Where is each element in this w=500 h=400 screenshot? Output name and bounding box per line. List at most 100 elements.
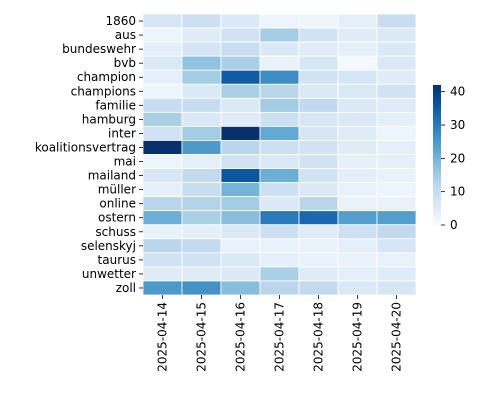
heatmap-cell	[298, 210, 339, 226]
heatmap-cell	[259, 83, 300, 99]
heatmap-cells	[142, 13, 417, 296]
heatmap-cell	[181, 238, 222, 254]
heatmap-cell	[142, 41, 183, 57]
heatmap-cell	[181, 266, 222, 282]
heatmap-cell	[259, 210, 300, 226]
heatmap-cell	[337, 196, 378, 212]
heatmap-cell	[376, 224, 417, 240]
heatmap-cell	[337, 111, 378, 127]
heatmap-cell	[220, 69, 261, 85]
heatmap-cell	[337, 13, 378, 29]
heatmap-cell	[298, 266, 339, 282]
heatmap-cell	[376, 140, 417, 155]
heatmap-cell	[181, 97, 222, 113]
y-tick-label: inter	[108, 126, 136, 140]
heatmap-cell	[142, 210, 183, 226]
heatmap-cell	[142, 238, 183, 254]
y-tick-label: bvb	[114, 56, 136, 70]
heatmap-cell	[298, 126, 339, 141]
x-tick-label: 2025-04-20	[390, 302, 404, 372]
y-tick-label: aus	[115, 28, 136, 42]
heatmap-cell	[337, 27, 378, 43]
heatmap-cell	[181, 196, 222, 212]
heatmap-cell	[259, 182, 300, 198]
heatmap-cell	[220, 252, 261, 268]
heatmap-cell	[337, 168, 378, 184]
heatmap-cell	[181, 154, 222, 169]
colorbar-tick-label: 20	[450, 151, 465, 165]
heatmap-cell	[181, 69, 222, 85]
heatmap-cell	[337, 83, 378, 99]
heatmap-cell	[259, 224, 300, 240]
heatmap-cell	[220, 13, 261, 29]
heatmap-cell	[181, 27, 222, 43]
heatmap-cell	[298, 97, 339, 113]
heatmap-cell	[376, 13, 417, 29]
y-tick-label: selenskyj	[81, 239, 136, 253]
x-tick-label: 2025-04-17	[273, 302, 287, 372]
heatmap-cell	[337, 41, 378, 57]
heatmap-cell	[259, 69, 300, 85]
heatmap-cell	[298, 13, 339, 29]
heatmap-cell	[298, 224, 339, 240]
heatmap-cell	[376, 280, 417, 296]
heatmap-cell	[259, 55, 300, 71]
y-tick-label: müller	[98, 183, 136, 197]
y-tick-labels: 1860ausbundeswehrbvbchampionchampionsfam…	[35, 14, 143, 295]
y-tick-label: 1860	[105, 14, 136, 28]
heatmap-cell	[142, 126, 183, 141]
heatmap-cell	[181, 182, 222, 198]
heatmap-cell	[142, 168, 183, 184]
heatmap-cell	[337, 154, 378, 169]
heatmap-cell	[298, 196, 339, 212]
heatmap-cell	[220, 55, 261, 71]
y-tick-label: taurus	[98, 253, 136, 267]
heatmap-cell	[220, 182, 261, 198]
heatmap-cell	[142, 196, 183, 212]
heatmap-cell	[259, 196, 300, 212]
y-tick-label: unwetter	[82, 267, 136, 281]
heatmap-cell	[181, 140, 222, 155]
heatmap-cell	[259, 111, 300, 127]
heatmap-cell	[298, 252, 339, 268]
x-tick-label: 2025-04-15	[195, 302, 209, 372]
heatmap-cell	[220, 27, 261, 43]
heatmap-cell	[337, 97, 378, 113]
colorbar-tick-label: 0	[450, 218, 458, 232]
heatmap-cell	[337, 140, 378, 155]
heatmap-cell	[376, 182, 417, 198]
heatmap-cell	[220, 224, 261, 240]
heatmap-cell	[298, 27, 339, 43]
heatmap-cell	[298, 154, 339, 169]
heatmap-cell	[376, 238, 417, 254]
heatmap-cell	[376, 154, 417, 169]
x-tick-labels: 2025-04-14 2025-04-15 2025-04-16 2025-04-17…	[156, 295, 404, 372]
y-tick-label: koalitionsvertrag	[35, 140, 136, 154]
heatmap-cell	[337, 252, 378, 268]
heatmap-cell	[259, 280, 300, 296]
heatmap-cell	[142, 182, 183, 198]
heatmap-cell	[142, 266, 183, 282]
heatmap-cell	[259, 13, 300, 29]
heatmap-cell	[376, 210, 417, 226]
heatmap-cell	[298, 111, 339, 127]
heatmap-cell	[220, 238, 261, 254]
heatmap-cell	[259, 168, 300, 184]
y-tick-label: schuss	[95, 225, 136, 239]
heatmap-cell	[259, 252, 300, 268]
x-tick-label: 2025-04-18	[312, 302, 326, 372]
heatmap-cell	[259, 27, 300, 43]
heatmap-cell	[181, 210, 222, 226]
heatmap-cell	[181, 111, 222, 127]
heatmap-cell	[220, 196, 261, 212]
heatmap-cell	[376, 27, 417, 43]
heatmap-cell	[181, 41, 222, 57]
heatmap-cell	[220, 41, 261, 57]
y-tick-label: familie	[95, 98, 136, 112]
heatmap-cell	[376, 97, 417, 113]
heatmap-cell	[376, 111, 417, 127]
heatmap-cell	[259, 41, 300, 57]
y-tick-label: zoll	[116, 281, 136, 295]
heatmap-cell	[181, 83, 222, 99]
